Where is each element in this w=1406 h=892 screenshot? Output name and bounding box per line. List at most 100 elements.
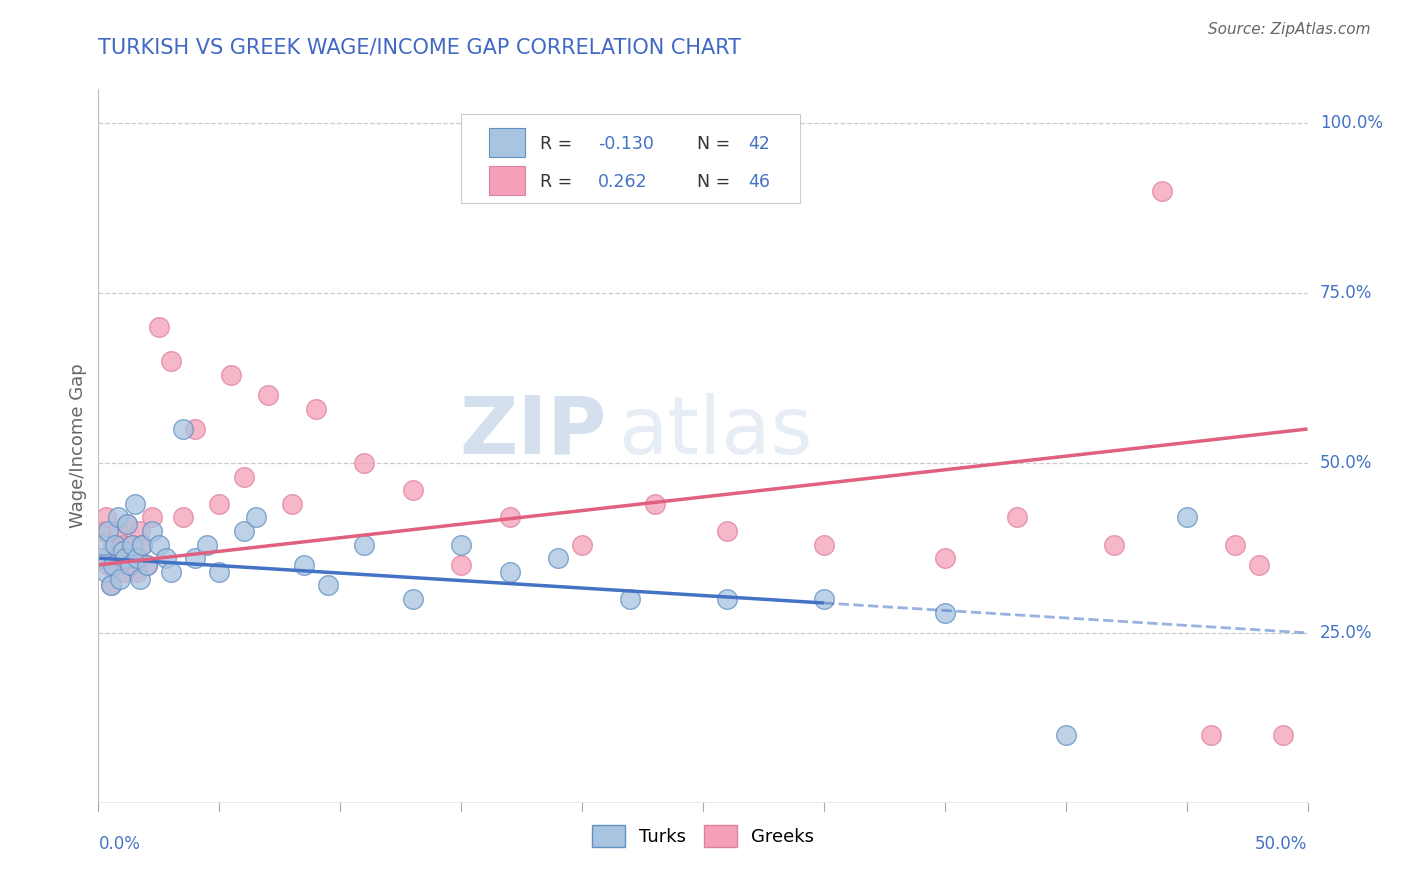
Point <box>1272 728 1295 742</box>
Point <box>1249 558 1271 572</box>
Point <box>104 537 127 551</box>
Point <box>141 510 163 524</box>
Point <box>256 388 278 402</box>
Point <box>232 469 254 483</box>
Y-axis label: Wage/Income Gap: Wage/Income Gap <box>69 364 87 528</box>
Text: 100.0%: 100.0% <box>1320 114 1382 132</box>
Point <box>148 320 170 334</box>
Point <box>141 524 163 538</box>
Point <box>172 510 194 524</box>
Text: 75.0%: 75.0% <box>1320 284 1372 302</box>
Point <box>90 551 112 566</box>
Point <box>135 558 157 572</box>
Point <box>114 565 136 579</box>
Point <box>281 497 304 511</box>
Point <box>131 537 153 551</box>
Point <box>716 591 738 606</box>
Text: 46: 46 <box>748 173 769 191</box>
Point <box>94 510 117 524</box>
Point <box>127 565 149 579</box>
Point <box>111 544 134 558</box>
Point <box>127 551 149 566</box>
Point <box>108 558 131 572</box>
Point <box>117 517 139 532</box>
Point <box>160 565 183 579</box>
Point <box>184 422 207 436</box>
Point <box>498 510 520 524</box>
Text: 42: 42 <box>748 135 769 153</box>
Point <box>121 537 143 551</box>
Point <box>402 591 425 606</box>
Point <box>172 422 194 436</box>
Point <box>108 572 131 586</box>
Point <box>1175 510 1198 524</box>
Point <box>305 401 328 416</box>
Point <box>292 558 315 572</box>
Text: R =: R = <box>540 173 583 191</box>
Text: TURKISH VS GREEK WAGE/INCOME GAP CORRELATION CHART: TURKISH VS GREEK WAGE/INCOME GAP CORRELA… <box>98 38 741 58</box>
Point <box>571 537 593 551</box>
Point <box>117 517 139 532</box>
Point <box>934 606 956 620</box>
Point <box>1054 728 1077 742</box>
Text: 25.0%: 25.0% <box>1320 624 1372 642</box>
Text: -0.130: -0.130 <box>598 135 654 153</box>
Text: 0.262: 0.262 <box>598 173 647 191</box>
Point <box>184 551 207 566</box>
Point <box>90 524 112 538</box>
Legend: Turks, Greeks: Turks, Greeks <box>585 818 821 855</box>
Point <box>1102 537 1125 551</box>
Point <box>813 591 835 606</box>
Point <box>716 524 738 538</box>
Point <box>91 551 114 566</box>
Point <box>813 537 835 551</box>
Point <box>114 551 136 566</box>
Point <box>195 537 218 551</box>
Point <box>498 565 520 579</box>
Point <box>232 524 254 538</box>
Point <box>101 537 124 551</box>
Point <box>450 558 472 572</box>
Point <box>245 510 267 524</box>
Point <box>111 537 134 551</box>
Text: atlas: atlas <box>619 392 813 471</box>
Point <box>353 537 375 551</box>
Text: N =: N = <box>697 135 735 153</box>
Point <box>94 565 117 579</box>
Point <box>402 483 425 498</box>
Point <box>97 524 120 538</box>
Point <box>1007 510 1029 524</box>
Text: 50.0%: 50.0% <box>1320 454 1372 472</box>
Point <box>353 456 375 470</box>
Point <box>208 497 231 511</box>
FancyBboxPatch shape <box>489 166 526 194</box>
Point <box>135 558 157 572</box>
Text: ZIP: ZIP <box>458 392 606 471</box>
Point <box>148 537 170 551</box>
Point <box>1223 537 1246 551</box>
Point <box>124 497 146 511</box>
Point <box>450 537 472 551</box>
Text: 0.0%: 0.0% <box>98 835 141 853</box>
Point <box>101 558 124 572</box>
FancyBboxPatch shape <box>489 128 526 157</box>
Text: N =: N = <box>697 173 735 191</box>
FancyBboxPatch shape <box>461 114 800 203</box>
Point <box>121 537 143 551</box>
Text: R =: R = <box>540 135 578 153</box>
Point <box>221 368 243 382</box>
Point <box>131 537 153 551</box>
Point <box>1152 184 1174 198</box>
Point <box>619 591 641 606</box>
Point <box>91 537 114 551</box>
Point <box>104 551 127 566</box>
Point <box>208 565 231 579</box>
Point <box>547 551 569 566</box>
Point <box>644 497 666 511</box>
Point <box>128 524 150 538</box>
Point <box>128 572 150 586</box>
Point <box>934 551 956 566</box>
Point <box>118 551 141 566</box>
Point <box>118 558 141 572</box>
Point <box>97 558 120 572</box>
